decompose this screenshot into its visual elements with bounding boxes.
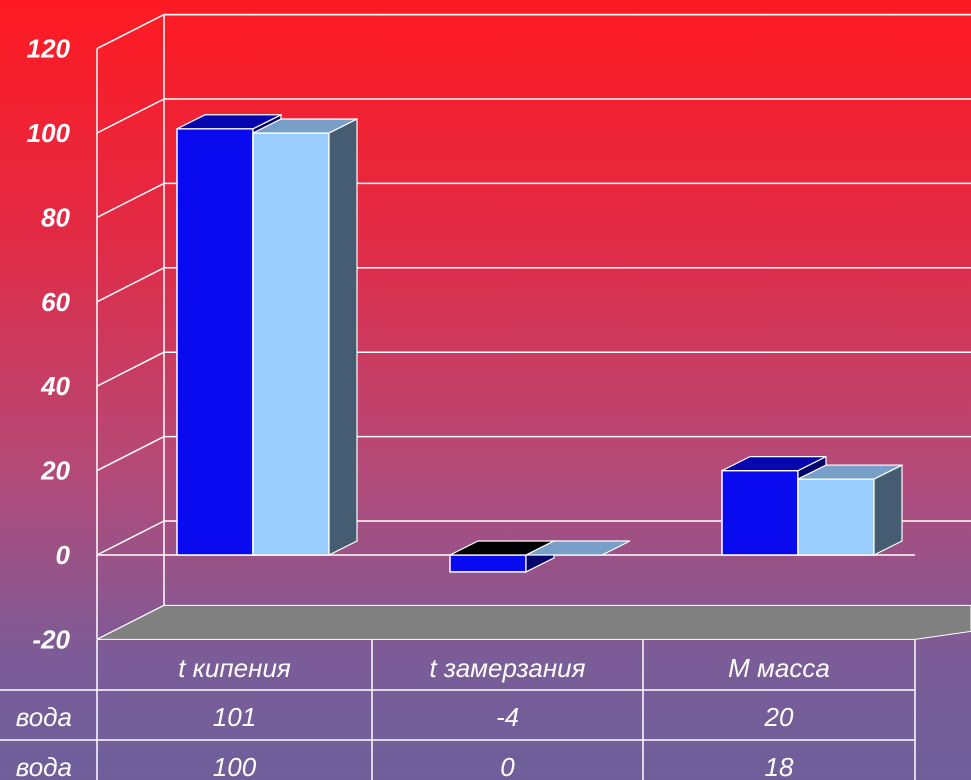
table-cell: 18 [765,752,794,780]
y-tick-label: 20 [40,456,70,486]
category-label: M масса [728,653,830,683]
bar-top [525,540,631,556]
y-tick-label: 120 [27,34,71,64]
y-tick-label: 60 [41,287,70,317]
gridline-side [96,267,165,303]
floor-plane [96,604,971,640]
gridline-side [96,435,165,472]
y-tick-labels: -20 0 20 40 60 80 100 120 [27,34,71,655]
gridline-side [96,98,165,134]
table-cell: 0 [500,752,515,780]
table-cell: -4 [496,702,519,732]
bar-front [252,132,330,556]
bar-side [328,118,358,556]
bar-front [176,128,254,556]
y-tick-label: 0 [56,540,71,570]
bars [176,113,903,573]
table-row-label: вода [16,702,72,732]
chart-floor [96,604,971,640]
bar-side [873,464,903,556]
table-row-label: вода [16,752,72,780]
bar-top [721,456,827,472]
y-tick-label: 40 [40,371,70,401]
gridline-side [96,351,165,387]
bar-top [176,114,282,130]
bar-front [797,478,875,556]
bar-top [797,464,903,480]
bar-front [721,469,799,556]
bar-front [449,554,527,573]
data-table: t кипения t замерзания M масса вода 101 -4 20 в… [0,640,916,780]
gridline-side [96,520,165,556]
table-cell: 20 [764,702,794,732]
gridline-side [96,13,165,50]
table-cell: 100 [213,752,257,780]
category-label: t замерзания [429,653,585,683]
category-label: t кипения [178,653,291,683]
y-tick-label: 100 [27,118,71,148]
bar-top [252,118,358,134]
gridline-side [96,182,165,219]
y-tick-label: -20 [32,624,70,654]
table-cell: 101 [213,702,256,732]
y-tick-label: 80 [41,202,70,232]
